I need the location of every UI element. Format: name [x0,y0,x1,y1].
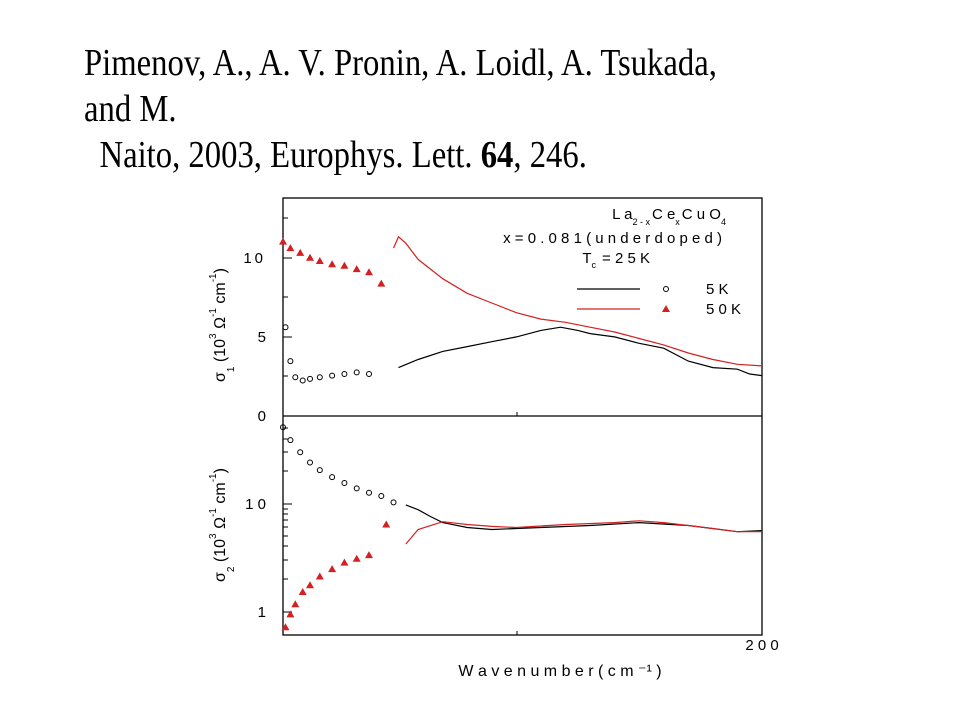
data-point-bottom-5K-7 [353,485,360,492]
data-point-bottom-5K-3 [307,459,313,466]
bottom-y-axis: 1 0 1 [245,427,292,621]
data-point-top-50K-5 [328,260,337,268]
legend-marker-50K [662,305,670,312]
data-point-top-50K-7 [352,265,361,273]
series-line-top-5K [398,326,763,377]
data-point-bottom-50K-6 [328,565,337,573]
data-point-bottom-5K-2 [297,449,304,456]
data-point-bottom-50K-4 [306,581,314,589]
data-point-top-50K-6 [340,261,349,269]
legend-label-50K: 5 0 K [706,301,741,318]
bottom-ytick-label-10: 1 0 [245,496,266,513]
data-point-bottom-5K-4 [316,467,323,474]
data-point-bottom-5K-6 [341,480,348,486]
legend-label-5K: 5 K [706,281,729,298]
data-point-top-5K-2 [292,374,299,381]
data-point-bottom-50K-3 [298,588,307,595]
svg-text:σ2 (103 Ω-1 cm-1): σ2 (103 Ω-1 cm-1) [208,468,237,582]
data-point-bottom-50K-8 [352,554,361,562]
data-point-bottom-5K-8 [366,489,372,496]
data-point-bottom-50K-0 [281,623,290,631]
top-y-axis-label: σ1 (103 Ω-1 cm-1) [208,268,237,382]
data-point-top-5K-8 [353,369,360,376]
data-point-bottom-5K-0 [280,424,286,431]
top-ytick-label-10: 10 [243,250,266,267]
data-point-top-5K-1 [287,358,294,365]
data-point-top-5K-7 [341,371,348,377]
doping-label: x = 0 . 0 8 1 ( u n d e r d o p e d ) [503,230,722,247]
bottom-ytick-label-1: 1 [258,604,266,621]
data-point-top-50K-2 [296,248,305,256]
data-point-top-5K-9 [366,371,372,377]
data-point-bottom-50K-10 [382,520,391,528]
citation-volume: 64 [480,134,514,176]
data-point-top-50K-4 [315,257,324,264]
data-point-top-5K-5 [316,374,323,381]
data-point-top-50K-3 [306,253,314,261]
data-point-bottom-5K-1 [287,437,294,444]
data-point-top-50K-9 [377,279,386,287]
data-point-top-50K-8 [365,268,373,276]
citation-line-1: Pimenov, A., A. V. Pronin, A. Loidl, A. … [84,42,717,130]
data-point-bottom-50K-5 [315,572,324,580]
data-point-bottom-50K-7 [340,558,349,566]
data-point-top-5K-6 [329,372,336,379]
series-line-top-50K [392,235,763,367]
xtick-label-200: 2 0 0 [745,637,778,654]
bottom-y-axis-label: σ2 (103 Ω-1 cm-1) [208,468,237,582]
top-ytick-label-5: 5 [258,329,266,346]
citation: Pimenov, A., A. V. Pronin, A. Loidl, A. … [84,40,772,178]
data-point-top-50K-1 [286,244,295,252]
data-point-top-5K-3 [299,377,306,384]
citation-pages: , 246. [513,134,587,176]
data-point-top-5K-0 [282,324,289,331]
series-line-bottom-50K [405,520,762,545]
data-point-bottom-50K-1 [286,610,295,618]
data-point-top-50K-0 [279,237,287,245]
data-point-bottom-50K-2 [291,600,300,608]
data-point-bottom-5K-9 [378,493,385,499]
top-y-axis: 10 5 0 [243,217,292,425]
top-ytick-label-0: 0 [258,408,266,425]
data-point-bottom-5K-5 [329,474,336,481]
legend: 5 K 5 0 K [577,281,741,318]
svg-text:σ1 (103 Ω-1 cm-1): σ1 (103 Ω-1 cm-1) [208,268,237,382]
citation-journal: Naito, 2003, Europhys. Lett. [99,134,473,176]
data-point-bottom-50K-9 [365,551,373,559]
tc-label: Tc = 2 5 K [582,250,650,270]
legend-marker-5K [663,286,669,292]
data-layer [279,235,763,631]
data-point-bottom-5K-10 [390,499,397,506]
data-point-top-5K-4 [307,375,313,382]
x-axis-label: W a v e n u m b e r ( c m ⁻¹ ) [458,663,661,680]
